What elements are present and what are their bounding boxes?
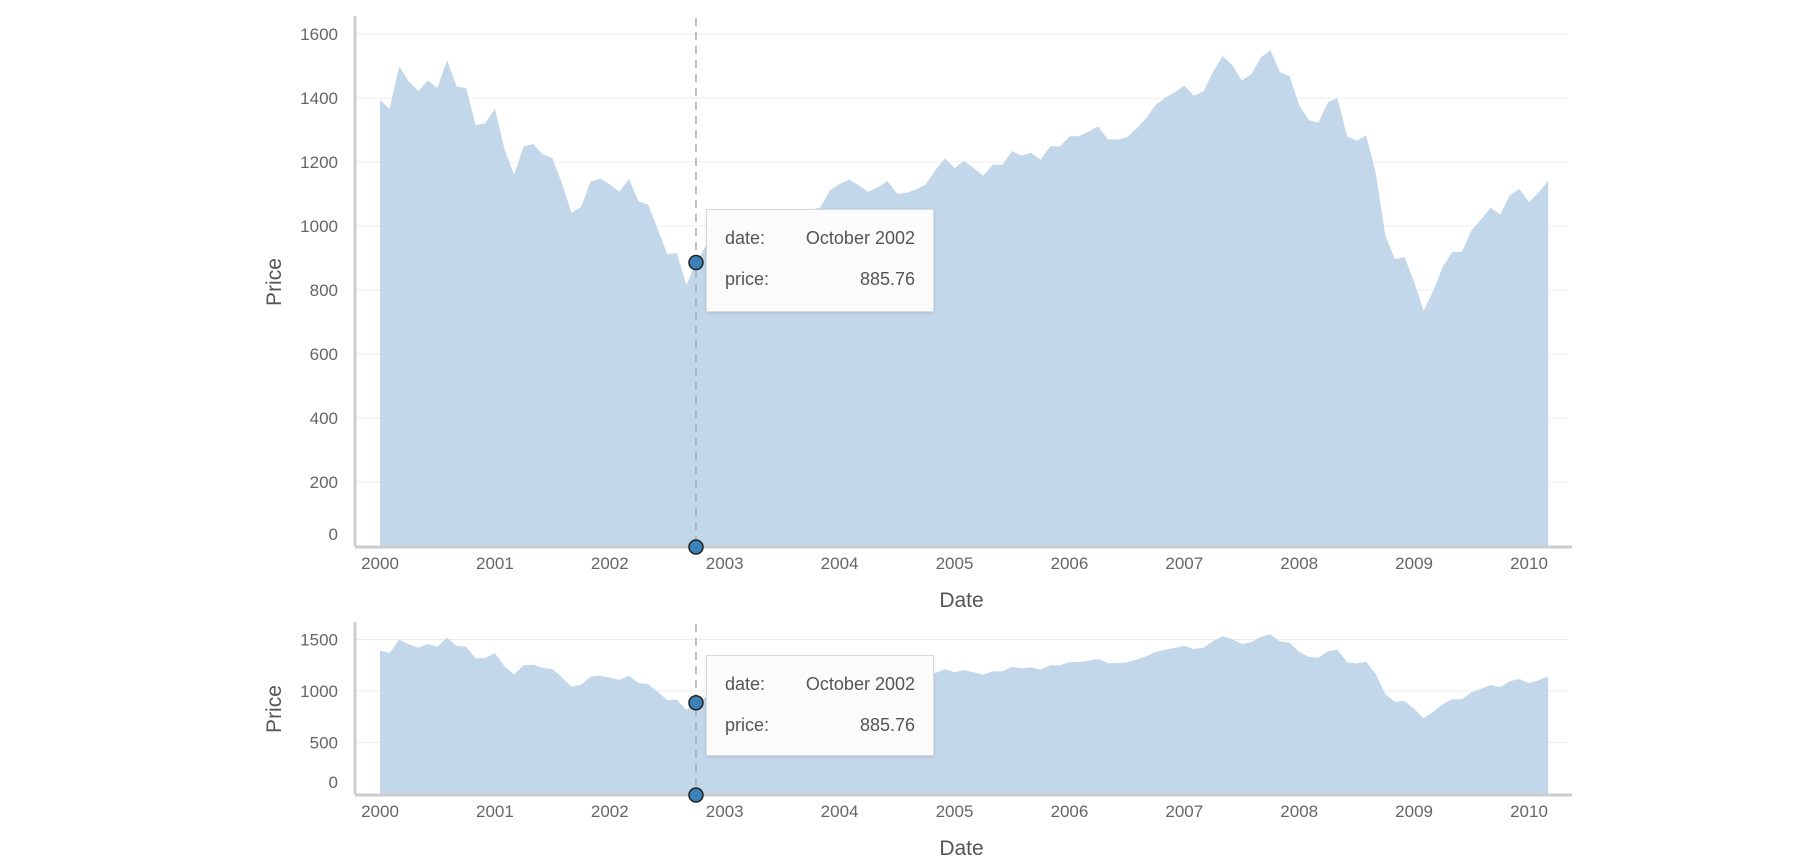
overview-y-tick-label: 1000 [300, 682, 338, 701]
main-x-tick-label: 2004 [821, 554, 859, 573]
overview-x-tick-label: 2005 [936, 802, 974, 821]
main-value-marker [688, 254, 704, 271]
main-x-tick-label: 2009 [1395, 554, 1433, 573]
main-x-tick-label: 2007 [1165, 554, 1203, 573]
main-chart-group: 0 200 400 600 800 1000 1200 1400 1600 2000 2001 200… [263, 16, 1572, 612]
overview-x-tick-label: 2009 [1395, 802, 1433, 821]
tooltip-price-row: price: 885.76 [725, 713, 915, 737]
main-x-axis-title: Date [939, 589, 983, 612]
tooltip-date-value: October 2002 [805, 674, 915, 694]
tooltip-date-label: date: [725, 228, 766, 248]
tooltip-date-row: date: October 2002 [725, 672, 915, 696]
main-y-tick-label: 1000 [300, 217, 338, 236]
main-x-tick-label: 2002 [591, 554, 629, 573]
main-y-axis-title: Price [263, 258, 286, 306]
tooltip-price-value: 885.76 [859, 715, 915, 735]
overview-x-tick-label: 2001 [476, 802, 514, 821]
overview-x-tick-label: 2000 [361, 802, 399, 821]
main-x-tick-label: 2005 [936, 554, 974, 573]
main-y-tick-label: 800 [310, 281, 338, 300]
main-y-tick-label: 1600 [300, 25, 338, 44]
overview-y-axis-title: Price [263, 685, 286, 733]
main-area [380, 50, 1549, 547]
overview-axis-marker [688, 787, 704, 803]
overview-x-axis-title: Date [939, 837, 983, 860]
main-x-tick-label: 2006 [1050, 554, 1088, 573]
tooltip-price-label: price: [725, 715, 770, 735]
overview-chart-group: 0 500 1000 1500 2000 2001 2002 2003 2004 2005 2006… [263, 622, 1572, 860]
main-y-tick-label: 600 [310, 345, 338, 364]
tooltip-date-value: October 2002 [805, 228, 915, 248]
main-y-tick-label: 400 [310, 409, 338, 428]
overview-value-marker [688, 694, 704, 711]
main-y-tick-label: 200 [310, 473, 338, 492]
main-x-tick-label: 2010 [1510, 554, 1548, 573]
tooltip-date-label: date: [725, 674, 766, 694]
overview-x-tick-label: 2010 [1510, 802, 1548, 821]
tooltip-price-value: 885.76 [859, 269, 915, 289]
tooltip-main: date: October 2002 price: 885.76 [706, 209, 934, 312]
tooltip-date-row: date: October 2002 [725, 226, 915, 250]
overview-x-tick-label: 2007 [1165, 802, 1203, 821]
main-y-tick-label: 0 [329, 525, 338, 544]
main-x-tick-label: 2000 [361, 554, 399, 573]
overview-x-tick-label: 2002 [591, 802, 629, 821]
overview-y-tick-label: 500 [310, 733, 338, 752]
main-y-tick-label: 1400 [300, 89, 338, 108]
tooltip-price-label: price: [725, 269, 770, 289]
main-x-tick-label: 2008 [1280, 554, 1318, 573]
overview-y-tick-label: 0 [329, 773, 338, 792]
overview-y-tick-label: 1500 [300, 630, 338, 649]
overview-x-tick-label: 2004 [821, 802, 859, 821]
overview-x-tick-label: 2006 [1050, 802, 1088, 821]
overview-area [380, 634, 1549, 794]
main-x-tick-label: 2003 [706, 554, 744, 573]
tooltip-overview: date: October 2002 price: 885.76 [706, 655, 934, 756]
main-x-tick-label: 2001 [476, 554, 514, 573]
main-y-tick-label: 1200 [300, 153, 338, 172]
overview-x-tick-label: 2008 [1280, 802, 1318, 821]
overview-x-tick-label: 2003 [706, 802, 744, 821]
main-axis-marker [688, 539, 704, 555]
tooltip-price-row: price: 885.76 [725, 267, 915, 291]
